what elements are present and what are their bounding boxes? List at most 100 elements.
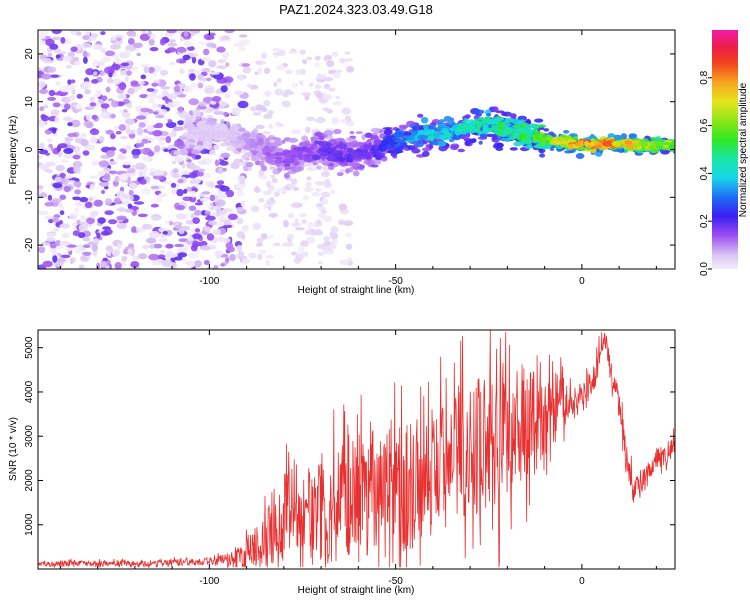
- spectrogram-cell: [328, 87, 336, 92]
- spectrogram-cell: [258, 197, 265, 203]
- spectrogram-cell: [92, 71, 98, 76]
- spectrogram-cell: [274, 138, 282, 143]
- spectrogram-cell: [462, 120, 468, 124]
- spectrogram-cell: [125, 129, 136, 135]
- spectrogram-cell: [127, 203, 133, 209]
- spectrogram-cell: [330, 189, 335, 195]
- spectrogram-cell: [287, 233, 295, 240]
- spectrogram-cell: [203, 48, 210, 56]
- spectrogram-cell: [304, 126, 311, 134]
- spectrogram-cell: [326, 60, 335, 67]
- spectrogram-cell: [84, 120, 94, 129]
- spectrogram-cell: [339, 259, 350, 266]
- spectrogram-cell: [302, 194, 309, 201]
- spectrogram-cell: [66, 65, 72, 69]
- spectrogram-cell: [147, 151, 154, 157]
- spectrogram-cell: [49, 242, 57, 249]
- spectrogram-cell: [288, 50, 298, 54]
- spectrogram-cell: [539, 153, 546, 158]
- spectrogram-cell: [114, 125, 119, 130]
- colorbar-label: Normalized spectral amplitude: [738, 82, 749, 217]
- spectrogram-cell: [481, 122, 486, 126]
- spectrogram-cell: [201, 67, 211, 73]
- spectrogram-cell: [284, 172, 290, 179]
- spectrogram-cell: [277, 49, 286, 56]
- spectrogram-cell: [151, 215, 158, 221]
- spectrogram-cell: [500, 138, 506, 141]
- spectrogram-cell: [180, 170, 191, 175]
- spectrogram-cell: [206, 107, 215, 112]
- spectrogram-cell: [534, 130, 541, 136]
- spectrogram-cell: [306, 116, 316, 121]
- spectrogram-cell: [62, 55, 73, 62]
- spectrogram-cell: [74, 206, 79, 214]
- spectrogram-cell: [206, 125, 214, 129]
- spectrogram-cell: [43, 104, 49, 109]
- spectrogram-cell: [50, 109, 60, 117]
- spectrogram-cell: [41, 115, 49, 122]
- spectrogram-cell: [271, 177, 278, 184]
- spectrogram-cell: [189, 165, 200, 171]
- spectrogram-cell: [315, 76, 324, 80]
- spectrogram-cell: [91, 114, 98, 120]
- spectrogram-cell: [136, 127, 144, 136]
- spectrogram-cell: [213, 144, 220, 150]
- spectrogram-cell: [417, 113, 424, 118]
- spectrogram-cell: [235, 207, 245, 212]
- spectrogram-cell: [221, 132, 229, 139]
- spectrogram-cell: [301, 135, 309, 142]
- spectrogram-cell: [331, 117, 340, 125]
- spectrogram-cell: [381, 139, 387, 144]
- spectrogram-cell: [187, 46, 195, 51]
- spectrogram-cell: [136, 52, 141, 57]
- spectrogram-cell: [100, 70, 106, 76]
- spectrogram-cell: [190, 227, 197, 233]
- spectrogram-cell: [362, 149, 368, 154]
- spectrogram-cell: [138, 253, 148, 260]
- spectrogram-cell: [225, 62, 230, 67]
- spectrogram-cell: [80, 215, 87, 223]
- spectrogram-cell: [194, 183, 200, 188]
- spectrogram-cell: [491, 124, 500, 131]
- spectrogram-cell: [272, 155, 278, 159]
- spectrogram-cell: [84, 88, 91, 95]
- spectrogram-cell: [61, 97, 66, 102]
- spectrogram-cell: [532, 125, 537, 130]
- spectrogram-cell: [149, 137, 155, 142]
- spectrogram-cell: [276, 77, 282, 84]
- spectrogram-cell: [212, 228, 221, 236]
- spectrogram-cell: [183, 31, 189, 38]
- spectrogram-cell: [255, 124, 265, 130]
- spectrogram-ytick-label: -20: [24, 237, 35, 252]
- spectrogram-cell: [146, 125, 154, 132]
- spectrogram-cell: [214, 205, 222, 212]
- spectrogram-cell: [173, 85, 181, 93]
- spectrogram-cell: [59, 207, 65, 211]
- spectrogram-cell: [76, 93, 83, 99]
- spectrogram-cell: [59, 194, 67, 200]
- spectrogram-xtick-label: -100: [199, 276, 219, 287]
- snr-xtick-label: -50: [388, 576, 403, 587]
- snr-series-line: [38, 330, 675, 569]
- spectrogram-cell: [385, 144, 392, 148]
- spectrogram-cell: [295, 227, 305, 231]
- spectrogram-cell: [314, 62, 321, 68]
- spectrogram-cell: [253, 112, 262, 116]
- spectrogram-cell: [563, 130, 570, 134]
- spectrogram-cell: [263, 114, 273, 119]
- spectrogram-cell: [616, 135, 622, 141]
- snr-ytick-label: 1000: [24, 513, 35, 536]
- spectrogram-cell: [349, 155, 355, 159]
- spectrogram-cell: [146, 88, 155, 92]
- spectrogram-cell: [183, 189, 188, 194]
- spectrogram-cell: [52, 36, 61, 41]
- spectrogram-cell: [217, 134, 222, 139]
- spectrogram-cell: [277, 167, 283, 173]
- spectrogram-cell: [277, 65, 283, 70]
- spectrogram-cell: [315, 188, 322, 192]
- spectrogram-cell: [63, 153, 74, 159]
- spectrogram-cell: [236, 217, 244, 225]
- spectrogram-cell: [74, 60, 81, 66]
- spectrogram-ytick-label: 0: [24, 146, 35, 152]
- spectrogram-cell: [38, 188, 42, 195]
